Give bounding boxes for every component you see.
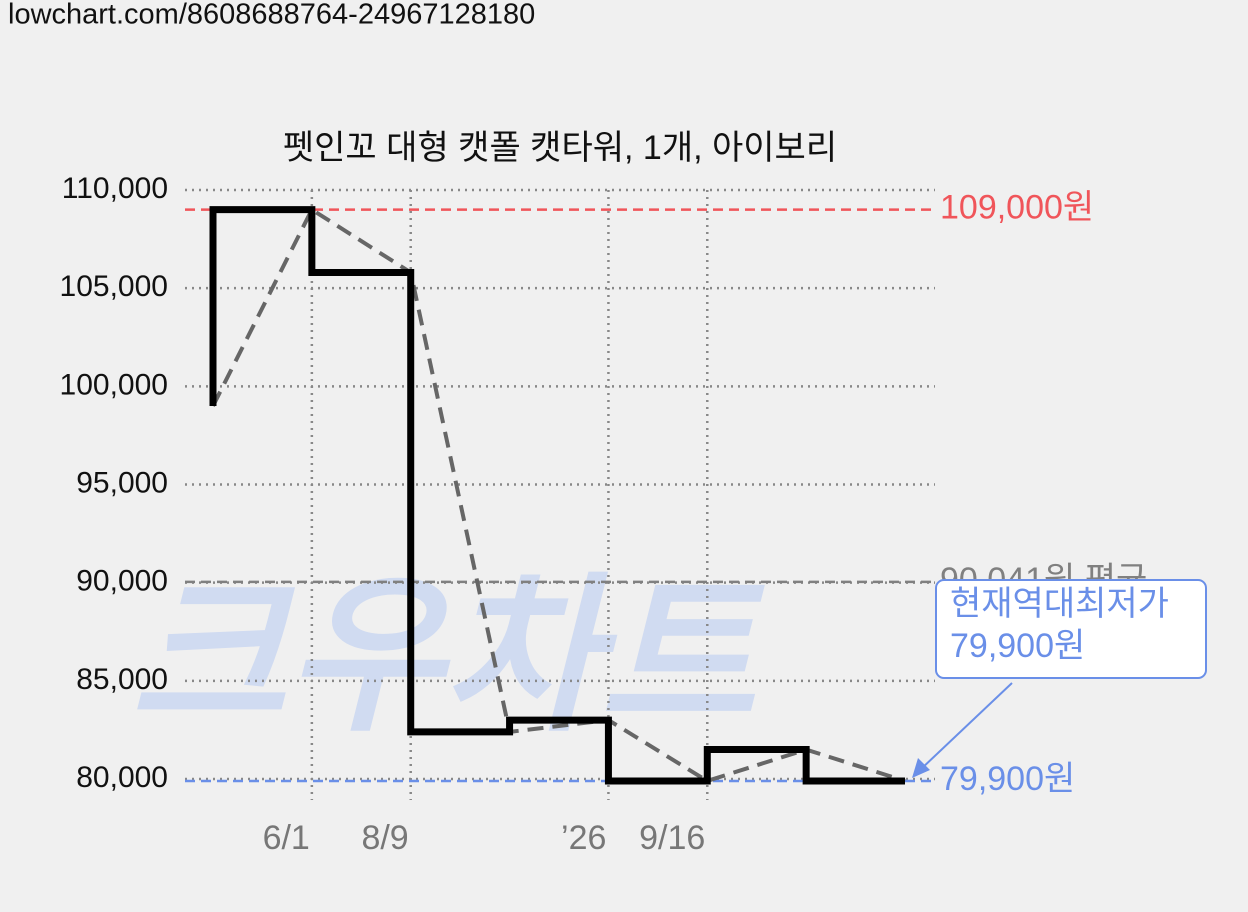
callout-text: 현재역대최저가 <box>950 585 1169 623</box>
step-line <box>209 206 905 785</box>
x-tick-label: ’26 <box>561 819 606 857</box>
reference-label: 79,900원 <box>940 760 1075 798</box>
callout-box <box>935 579 1207 679</box>
y-tick-label: 105,000 <box>60 270 168 303</box>
y-tick-label: 95,000 <box>76 466 168 499</box>
y-tick-label: 90,000 <box>76 565 168 598</box>
x-tick-label: 6/1 <box>263 819 310 857</box>
y-tick-label: 110,000 <box>62 172 168 205</box>
y-tick-label: 100,000 <box>60 368 168 401</box>
callout-arrowhead <box>912 758 930 778</box>
callout-text: 79,900원 <box>950 627 1085 665</box>
url: lowchart.com/8608688764-24967128180 <box>8 0 535 31</box>
watermark: 크우차트 <box>130 562 765 752</box>
trend-line <box>211 206 906 784</box>
x-tick-label: 8/9 <box>361 819 408 857</box>
y-tick-label: 85,000 <box>76 663 168 696</box>
x-tick-label: 9/16 <box>639 819 705 857</box>
chart-title: 펫인꼬 대형 캣폴 캣타워, 1개, 아이보리 <box>283 129 837 167</box>
y-tick-label: 80,000 <box>76 761 168 794</box>
callout-arrow <box>919 682 1013 771</box>
reference-label: 109,000원 <box>940 189 1094 227</box>
